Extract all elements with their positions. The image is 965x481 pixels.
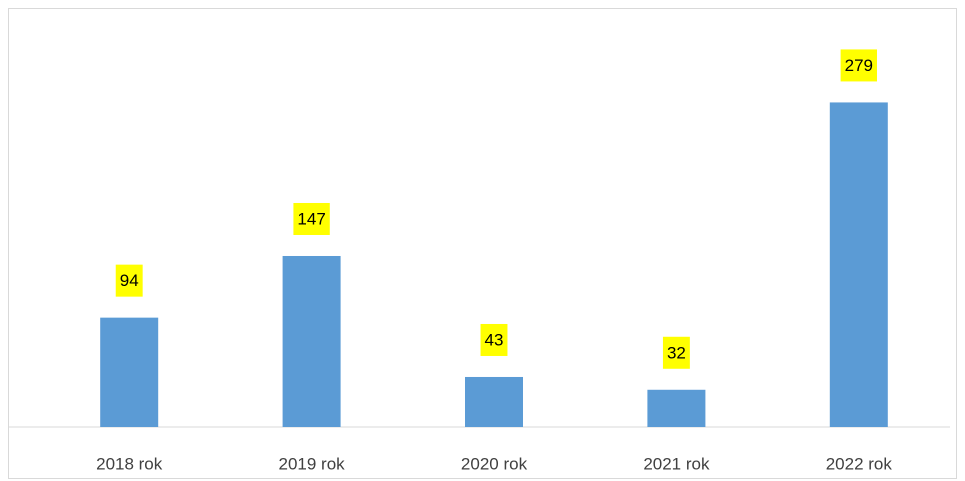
bar <box>647 389 706 427</box>
data-label: 147 <box>297 209 325 228</box>
data-label-background <box>662 336 690 369</box>
x-tick-label: 2022 rok <box>826 454 893 473</box>
x-tick-label: 2020 rok <box>461 454 528 473</box>
data-label-background <box>293 202 330 235</box>
data-label: 94 <box>120 271 139 290</box>
x-tick-label: 2021 rok <box>643 454 710 473</box>
chart-frame <box>8 8 957 479</box>
data-label-background <box>480 323 508 356</box>
bar <box>465 376 523 427</box>
data-label-background <box>115 264 143 297</box>
data-label-background <box>840 49 877 82</box>
data-label: 32 <box>667 343 686 362</box>
x-tick-label: 2018 rok <box>96 454 163 473</box>
data-label: 279 <box>845 56 873 75</box>
data-label: 43 <box>485 330 504 349</box>
bar <box>282 255 341 427</box>
bar <box>100 317 159 427</box>
bar <box>829 102 888 428</box>
x-tick-label: 2019 rok <box>279 454 346 473</box>
